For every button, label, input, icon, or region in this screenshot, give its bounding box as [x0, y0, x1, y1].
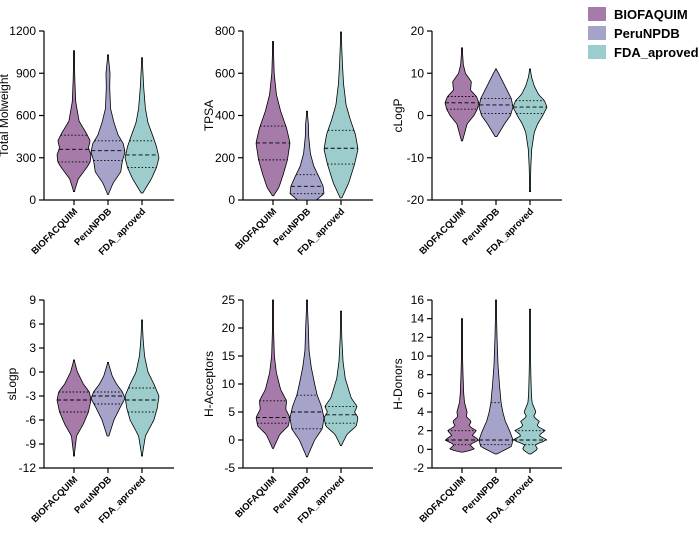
legend-label-fda-aproved: FDA_aproved [614, 45, 699, 60]
violin-perunpdb [478, 299, 514, 455]
violin-fda-aproved [323, 310, 359, 446]
y-tick-label: 8 [417, 368, 424, 382]
legend-label-biofaquim: BIOFAQUIM [614, 7, 688, 22]
y-tick-label: -2 [413, 461, 424, 475]
y-tick-label: 6 [29, 317, 36, 331]
y-tick-label: 16 [411, 293, 425, 307]
legend-swatch-perunpdb [588, 26, 606, 40]
y-tick-label: 10 [222, 377, 236, 391]
violin-biofaquim [445, 318, 479, 453]
x-category-label-biofacquim: BIOFACQUIM [417, 206, 468, 257]
violin-fda-aproved [323, 31, 359, 199]
x-category-label-biofacquim: BIOFACQUIM [29, 474, 80, 525]
y-tick-label: -9 [25, 437, 36, 451]
violin-biofaquim [255, 299, 291, 449]
panel-tpsa: 0200400600800TPSABIOFAQUIMPeruNPDBFDA_ap… [202, 24, 373, 258]
panel-h-acceptors: -50510152025H-AcceptorsBIOFAQUIMPeruNPDB… [202, 293, 373, 526]
violin-biofaquim [56, 359, 92, 457]
y-tick-label: 200 [215, 151, 235, 165]
y-tick-label: 0 [228, 433, 235, 447]
y-tick-label: -20 [407, 193, 425, 207]
y-tick-label: 0 [417, 109, 424, 123]
x-category-label-biofacquim: BIOFACQUIM [417, 474, 468, 525]
violin-perunpdb [289, 299, 325, 458]
x-category-label-biofaquim: BIOFAQUIM [233, 474, 279, 520]
panel-h-donors: -20246810121416H-DonorsBIOFACQUIMPeruNPD… [391, 293, 562, 526]
y-tick-label: -6 [25, 413, 36, 427]
legend: BIOFAQUIM PeruNPDB FDA_aproved [588, 7, 699, 60]
y-tick-label: 0 [29, 365, 36, 379]
y-tick-label: 2 [417, 424, 424, 438]
violin-biofaquim [255, 41, 291, 197]
y-tick-label: 12 [411, 330, 425, 344]
y-tick-label: 9 [29, 293, 36, 307]
y-tick-label: 10 [411, 66, 425, 80]
legend-item-perunpdb: PeruNPDB [588, 26, 680, 41]
y-tick-label: 20 [411, 24, 425, 38]
y-tick-label: 600 [16, 109, 36, 123]
y-tick-label: 900 [16, 66, 36, 80]
y-axis-title: H-Acceptors [202, 351, 216, 417]
legend-swatch-fda-aproved [588, 45, 606, 59]
y-tick-label: 1200 [9, 24, 36, 38]
y-tick-label: -10 [407, 151, 425, 165]
violin-perunpdb [478, 68, 514, 138]
violin-perunpdb [90, 54, 126, 195]
violin-fda-aproved [124, 57, 160, 194]
y-tick-label: 3 [29, 341, 36, 355]
panel-slogp: -12-9-6-30369sLogpBIOFACQUIMPeruNPDBFDA_… [5, 293, 174, 526]
y-tick-label: 600 [215, 66, 235, 80]
violin-perunpdb [90, 362, 126, 437]
y-tick-label: 10 [411, 349, 425, 363]
y-axis-title: TPSA [202, 100, 216, 131]
y-tick-label: 20 [222, 321, 236, 335]
y-tick-label: -5 [224, 461, 235, 475]
y-tick-label: 6 [417, 386, 424, 400]
x-category-label-biofacquim: BIOFACQUIM [29, 206, 80, 257]
y-tick-label: 14 [411, 312, 425, 326]
y-tick-label: 0 [228, 193, 235, 207]
violin-fda-aproved [124, 319, 160, 457]
violin-fda-aproved [512, 68, 548, 192]
violin-perunpdb [289, 110, 325, 201]
y-tick-label: 25 [222, 293, 236, 307]
y-tick-label: 0 [417, 442, 424, 456]
legend-item-biofaquim: BIOFAQUIM [588, 7, 688, 22]
legend-swatch-biofaquim [588, 7, 606, 21]
violin-fda-aproved [513, 308, 547, 455]
y-axis-title: cLogP [391, 98, 405, 132]
violin-biofaquim [56, 50, 92, 192]
y-tick-label: -12 [19, 461, 37, 475]
y-tick-label: 800 [215, 24, 235, 38]
y-tick-label: 5 [228, 405, 235, 419]
legend-item-fda-aproved: FDA_aproved [588, 45, 699, 60]
y-axis-title: sLogp [5, 367, 19, 400]
legend-label-perunpdb: PeruNPDB [614, 26, 680, 41]
y-tick-label: 4 [417, 405, 424, 419]
violin-biofaquim [444, 47, 480, 142]
y-tick-label: 400 [215, 109, 235, 123]
y-axis-title: H-Donors [391, 358, 405, 409]
x-category-label-biofaquim: BIOFAQUIM [233, 206, 279, 252]
y-tick-label: -3 [25, 389, 36, 403]
y-tick-label: 0 [29, 193, 36, 207]
y-tick-label: 300 [16, 151, 36, 165]
y-tick-label: 15 [222, 349, 236, 363]
panel-clogp: -20-1001020cLogPBIOFACQUIMPeruNPDBFDA_ap… [391, 24, 562, 258]
y-axis-title: Total Molweight [0, 73, 11, 156]
